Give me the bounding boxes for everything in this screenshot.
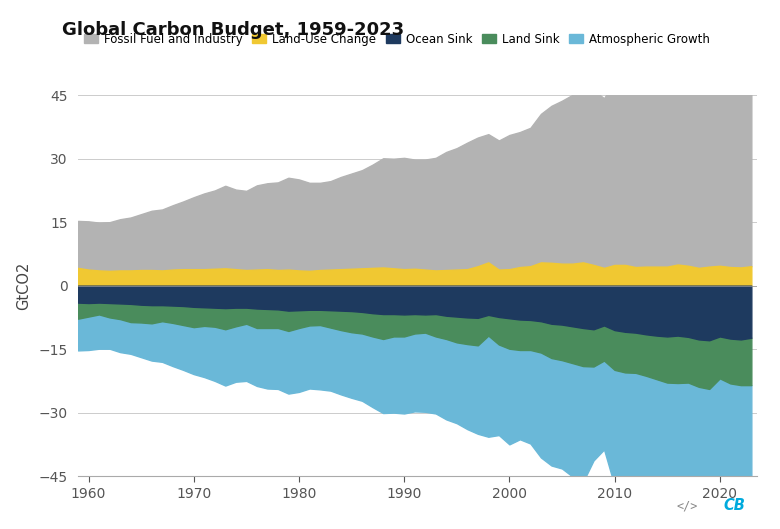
Text: CB: CB — [723, 498, 745, 513]
Legend: Fossil Fuel and Industry, Land-Use Change, Ocean Sink, Land Sink, Atmospheric Gr: Fossil Fuel and Industry, Land-Use Chang… — [84, 33, 710, 45]
Y-axis label: GtCO2: GtCO2 — [16, 261, 31, 310]
Text: Global Carbon Budget, 1959-2023: Global Carbon Budget, 1959-2023 — [62, 21, 405, 39]
Text: </>: </> — [677, 499, 698, 512]
